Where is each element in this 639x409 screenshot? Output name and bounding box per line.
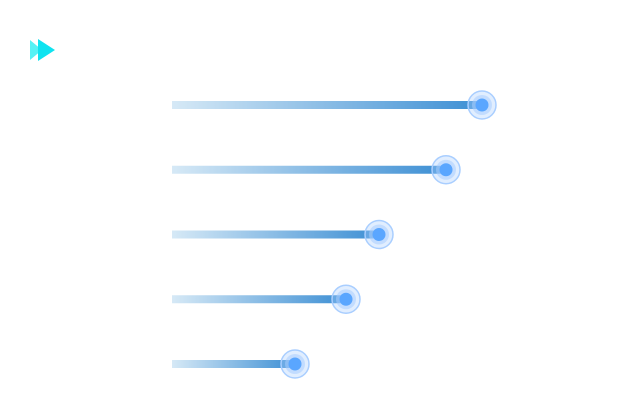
bar-end-dot-2 bbox=[439, 163, 453, 177]
bar-end-dot-3 bbox=[372, 228, 386, 241]
bar-end-dot-5 bbox=[288, 357, 302, 371]
bar-end-dot-1 bbox=[475, 98, 489, 112]
bar-2 bbox=[172, 165, 446, 174]
play-skip-icon bbox=[30, 38, 56, 62]
logo-back-triangle bbox=[30, 40, 42, 60]
bar-1 bbox=[172, 101, 482, 109]
logo-front-triangle bbox=[38, 39, 55, 61]
bar-5 bbox=[172, 360, 295, 368]
bar-end-dot-4 bbox=[339, 292, 353, 306]
bar-4 bbox=[172, 295, 346, 304]
bar-3 bbox=[172, 230, 379, 239]
